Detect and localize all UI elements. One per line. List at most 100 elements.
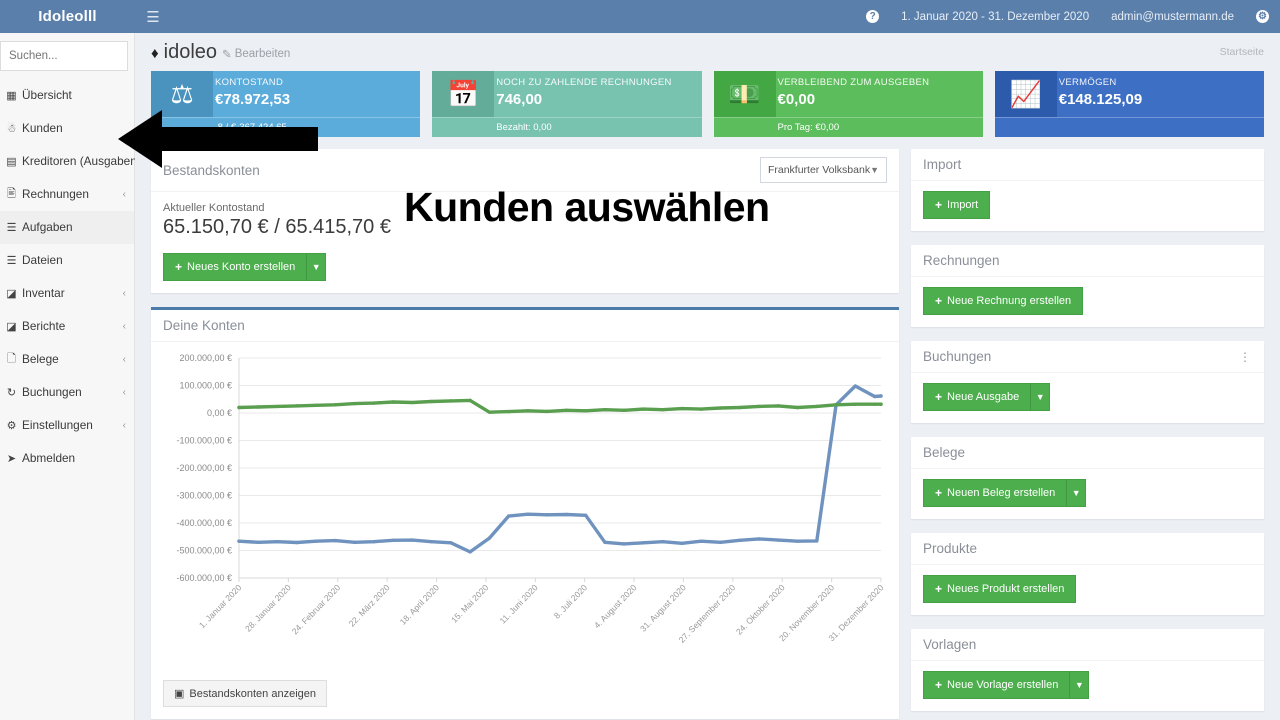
sidebar-item-buchungen[interactable]: ↻ Buchungen ‹ (0, 376, 134, 409)
neue-ausgabe-button[interactable]: + Neue Ausgabe (923, 383, 1031, 411)
plus-icon: + (935, 198, 943, 212)
annotation-arrow-icon (118, 110, 318, 168)
dashboard-icon: ▦ (6, 89, 17, 102)
plus-icon: + (935, 390, 943, 404)
bank-select[interactable]: Frankfurter Volksbank ▼ (759, 157, 887, 183)
banknote-icon: 💵 (713, 71, 776, 117)
search-box[interactable]: 🔍 (0, 41, 177, 71)
card-label: Vermögen (1058, 77, 1117, 88)
rechnungen-panel: Rechnungen + Neue Rechnung erstellen (911, 245, 1264, 327)
sidebar-item-kunden[interactable]: ☃ Kunden (0, 112, 134, 145)
svg-text:-200.000,00 €: -200.000,00 € (176, 463, 232, 473)
chart-plot-area[interactable]: 200.000,00 € 100.000,00 € 0,00 € -100.000,0… (151, 342, 899, 672)
page-header: ♦ idoleo ✎ Bearbeiten Startseite (135, 33, 1280, 71)
bestandskonten-anzeigen-label: Bestandskonten anzeigen (189, 687, 317, 700)
sidebar-item-label: Aufgaben (22, 220, 73, 234)
bestandskonten-anzeigen-button[interactable]: ▣ Bestandskonten anzeigen (163, 680, 328, 707)
svg-text:28. Januar 2020: 28. Januar 2020 (243, 582, 293, 633)
stat-card-verbleibend[interactable]: 💵 Verbleibend zum Ausgeben €0,00 Pro Tag… (713, 71, 983, 137)
sidebar-item-label: Abmelden (22, 451, 76, 465)
rechnungen-body: + Neue Rechnung erstellen (911, 277, 1264, 327)
svg-text:4. August 2020: 4. August 2020 (592, 582, 639, 630)
sidebar-item-rechnungen[interactable]: 🖹 Rechnungen ‹ (0, 178, 134, 211)
neue-vorlage-erstellen-button[interactable]: + Neue Vorlage erstellen (923, 671, 1070, 699)
neue-vorlage-erstellen-group: + Neue Vorlage erstellen ▼ (923, 671, 1090, 699)
settings-button[interactable]: ⚙ (1245, 0, 1280, 33)
date-range-label[interactable]: 1. Januar 2020 - 31. Dezember 2020 (901, 10, 1090, 23)
sidebar-item-einstellungen[interactable]: ⚙ Einstellungen ‹ (0, 409, 134, 442)
content-grid: Bestandskonten Frankfurter Volksbank ▼ A… (135, 137, 1280, 720)
neues-konto-erstellen-button[interactable]: + Neues Konto erstellen (163, 253, 307, 281)
neues-produkt-erstellen-button[interactable]: + Neues Produkt erstellen (923, 575, 1077, 603)
breadcrumb[interactable]: Startseite (1219, 46, 1264, 58)
import-header: Import (911, 149, 1264, 181)
hamburger-icon[interactable]: ☰ (146, 8, 160, 26)
svg-text:31. Dezember 2020: 31. Dezember 2020 (826, 582, 885, 643)
sidebar-item-label: Dateien (22, 253, 63, 267)
caret-down-icon[interactable]: ▼ (1069, 671, 1090, 699)
sidebar-item-uebersicht[interactable]: ▦ Übersicht (0, 79, 134, 112)
import-title: Import (923, 157, 962, 172)
svg-text:11. Juni 2020: 11. Juni 2020 (498, 582, 540, 625)
sidebar-item-abmelden[interactable]: ➤ Abmelden (0, 442, 134, 475)
card-main: 📈 Vermögen €148.125,09 (994, 71, 1264, 117)
chart-footer: ▣ Bestandskonten anzeigen (151, 672, 899, 719)
card-body: Verbleibend zum Ausgeben €0,00 (776, 71, 983, 117)
neue-vorlage-erstellen-label: Neue Vorlage erstellen (947, 679, 1059, 691)
chevron-left-icon: ‹ (122, 188, 126, 200)
buchungen-body: + Neue Ausgabe ▼ (911, 373, 1264, 423)
sidebar-item-aufgaben[interactable]: ☰ Aufgaben (0, 211, 134, 244)
belege-body: + Neuen Beleg erstellen ▼ (911, 469, 1264, 519)
stat-card-offene-rechnungen[interactable]: 📅 Noch zu zahlende Rechnungen 746,00 Bez… (432, 71, 702, 137)
plus-icon: + (935, 294, 943, 308)
topbar-right-group: ? 1. Januar 2020 - 31. Dezember 2020 adm… (855, 0, 1280, 33)
right-column: Import + Import Rechnungen (911, 149, 1264, 720)
search-input[interactable] (9, 50, 163, 62)
caret-down-icon[interactable]: ▼ (1066, 479, 1087, 507)
card-label: Kontostand (215, 77, 284, 88)
svg-text:18. April 2020: 18. April 2020 (398, 582, 441, 627)
reports-icon: ◪ (6, 320, 17, 333)
stat-card-vermoegen[interactable]: 📈 Vermögen €148.125,09 (994, 71, 1264, 137)
leaf-icon: ♦ (151, 44, 159, 62)
user-email-label[interactable]: admin@mustermann.de (1111, 10, 1234, 23)
accounts-line-chart[interactable]: 200.000,00 € 100.000,00 € 0,00 € -100.000,0… (161, 348, 889, 670)
sidebar-item-belege[interactable]: 🗋 Belege ‹ (0, 343, 134, 376)
neues-konto-erstellen-label: Neues Konto erstellen (187, 261, 296, 273)
produkte-title: Produkte (923, 541, 978, 556)
bookings-icon: ↻ (6, 386, 17, 399)
calendar-icon: 📅 (432, 71, 495, 117)
sidebar-item-kreditoren[interactable]: ▤ Kreditoren (Ausgabenkonten) (0, 145, 176, 178)
help-button[interactable]: ? (855, 0, 890, 33)
card-main: ⚖ Kontostand €78.972,53 (151, 71, 420, 117)
app-brand-logo[interactable]: Idoleolll (38, 8, 97, 25)
card-value: 746,00 (496, 91, 543, 108)
neue-rechnung-erstellen-button[interactable]: + Neue Rechnung erstellen (923, 287, 1084, 315)
neuen-beleg-erstellen-group: + Neuen Beleg erstellen ▼ (923, 479, 1087, 507)
edit-link[interactable]: ✎ Bearbeiten (222, 47, 290, 61)
sidebar-item-inventar[interactable]: ◪ Inventar ‹ (0, 277, 134, 310)
sidebar-item-dateien[interactable]: ☰ Dateien (0, 244, 134, 277)
page-title: ♦ idoleo ✎ Bearbeiten (151, 41, 290, 64)
produkte-header: Produkte (911, 533, 1264, 565)
card-label: Verbleibend zum Ausgeben (777, 77, 930, 88)
caret-down-icon[interactable]: ▼ (306, 253, 327, 281)
caret-down-icon[interactable]: ▼ (1030, 383, 1051, 411)
neues-produkt-erstellen-label: Neues Produkt erstellen (947, 583, 1065, 595)
receipts-icon: 🗋 (7, 352, 16, 365)
chart-line-icon: 📈 (994, 71, 1057, 117)
sidebar-item-berichte[interactable]: ◪ Berichte ‹ (0, 310, 134, 343)
bestandskonten-panel: Bestandskonten Frankfurter Volksbank ▼ A… (151, 149, 899, 293)
neuen-beleg-erstellen-label: Neuen Beleg erstellen (947, 487, 1056, 499)
buchungen-panel: Buchungen ⋮ + Neue Ausgabe ▼ (911, 341, 1264, 423)
vertical-dots-icon[interactable]: ⋮ (1239, 349, 1252, 364)
neuen-beleg-erstellen-button[interactable]: + Neuen Beleg erstellen (923, 479, 1067, 507)
plus-icon: + (935, 486, 943, 500)
import-button[interactable]: + Import (923, 191, 991, 219)
chart-title: Deine Konten (163, 318, 245, 333)
settings-icon: ⚙ (6, 419, 17, 432)
sidebar-item-label: Inventar (22, 286, 65, 300)
rechnungen-header: Rechnungen (911, 245, 1264, 277)
card-body: Noch zu zahlende Rechnungen 746,00 (494, 71, 701, 117)
